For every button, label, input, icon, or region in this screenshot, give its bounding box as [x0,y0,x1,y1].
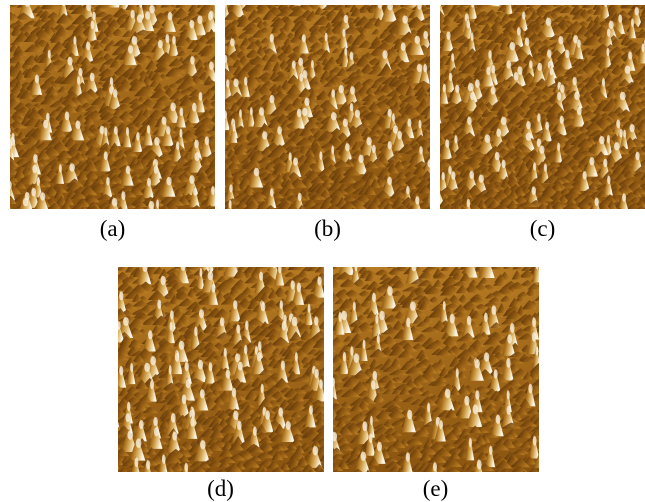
surface-grains [10,5,215,209]
caption-d: (d) [207,476,234,501]
afm-image-d [118,267,324,472]
afm-image-e [333,267,539,472]
afm-image-a [10,5,215,209]
afm-image-c [440,5,645,209]
afm-surface-e [333,267,539,472]
caption-c: (c) [529,216,556,241]
afm-surface-a [10,5,215,209]
surface-grains [225,5,430,209]
caption-b: (b) [314,216,341,241]
surface-grains [118,267,324,472]
surface-grains [440,5,645,209]
afm-surface-b [225,5,430,209]
afm-surface-d [118,267,324,472]
caption-a: (a) [99,216,126,241]
afm-image-b [225,5,430,209]
afm-surface-c [440,5,645,209]
surface-grains [333,267,539,472]
caption-e: (e) [422,476,449,501]
